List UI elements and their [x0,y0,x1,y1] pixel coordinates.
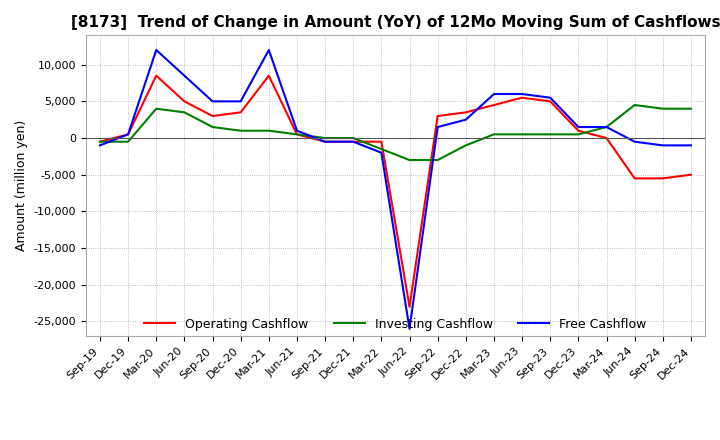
Title: [8173]  Trend of Change in Amount (YoY) of 12Mo Moving Sum of Cashflows: [8173] Trend of Change in Amount (YoY) o… [71,15,720,30]
Operating Cashflow [490,103,498,108]
Investing Cashflow [236,128,245,133]
Investing Cashflow [462,143,470,148]
Investing Cashflow [574,132,582,137]
Free Cashflow [96,143,104,148]
Free Cashflow [180,73,189,78]
Operating Cashflow [659,176,667,181]
Free Cashflow [433,125,442,130]
Line: Operating Cashflow: Operating Cashflow [100,76,691,307]
Operating Cashflow [433,114,442,119]
Legend: Operating Cashflow, Investing Cashflow, Free Cashflow: Operating Cashflow, Investing Cashflow, … [139,313,652,336]
Free Cashflow [462,117,470,122]
Free Cashflow [687,143,696,148]
Operating Cashflow [546,99,554,104]
Free Cashflow [602,125,611,130]
Investing Cashflow [687,106,696,111]
Investing Cashflow [321,136,330,141]
Investing Cashflow [377,147,386,152]
Operating Cashflow [96,139,104,144]
Free Cashflow [321,139,330,144]
Operating Cashflow [321,139,330,144]
Investing Cashflow [518,132,526,137]
Investing Cashflow [124,139,132,144]
Free Cashflow [236,99,245,104]
Free Cashflow [208,99,217,104]
Operating Cashflow [462,110,470,115]
Free Cashflow [630,139,639,144]
Operating Cashflow [349,139,358,144]
Investing Cashflow [433,158,442,163]
Free Cashflow [124,132,132,137]
Investing Cashflow [349,136,358,141]
Free Cashflow [264,48,273,53]
Operating Cashflow [180,99,189,104]
Investing Cashflow [152,106,161,111]
Free Cashflow [518,92,526,97]
Free Cashflow [292,128,301,133]
Operating Cashflow [405,304,414,309]
Free Cashflow [659,143,667,148]
Free Cashflow [377,150,386,155]
Operating Cashflow [292,132,301,137]
Investing Cashflow [546,132,554,137]
Operating Cashflow [124,132,132,137]
Investing Cashflow [264,128,273,133]
Operating Cashflow [236,110,245,115]
Free Cashflow [490,92,498,97]
Investing Cashflow [602,125,611,130]
Operating Cashflow [152,73,161,78]
Investing Cashflow [405,158,414,163]
Free Cashflow [405,326,414,331]
Operating Cashflow [518,95,526,100]
Operating Cashflow [208,114,217,119]
Free Cashflow [349,139,358,144]
Operating Cashflow [377,139,386,144]
Investing Cashflow [659,106,667,111]
Investing Cashflow [96,139,104,144]
Free Cashflow [546,95,554,100]
Operating Cashflow [264,73,273,78]
Investing Cashflow [292,132,301,137]
Free Cashflow [574,125,582,130]
Y-axis label: Amount (million yen): Amount (million yen) [15,120,28,251]
Investing Cashflow [208,125,217,130]
Free Cashflow [152,48,161,53]
Operating Cashflow [630,176,639,181]
Investing Cashflow [180,110,189,115]
Investing Cashflow [630,103,639,108]
Line: Free Cashflow: Free Cashflow [100,50,691,329]
Operating Cashflow [574,128,582,133]
Operating Cashflow [602,136,611,141]
Investing Cashflow [490,132,498,137]
Operating Cashflow [687,172,696,177]
Line: Investing Cashflow: Investing Cashflow [100,105,691,160]
